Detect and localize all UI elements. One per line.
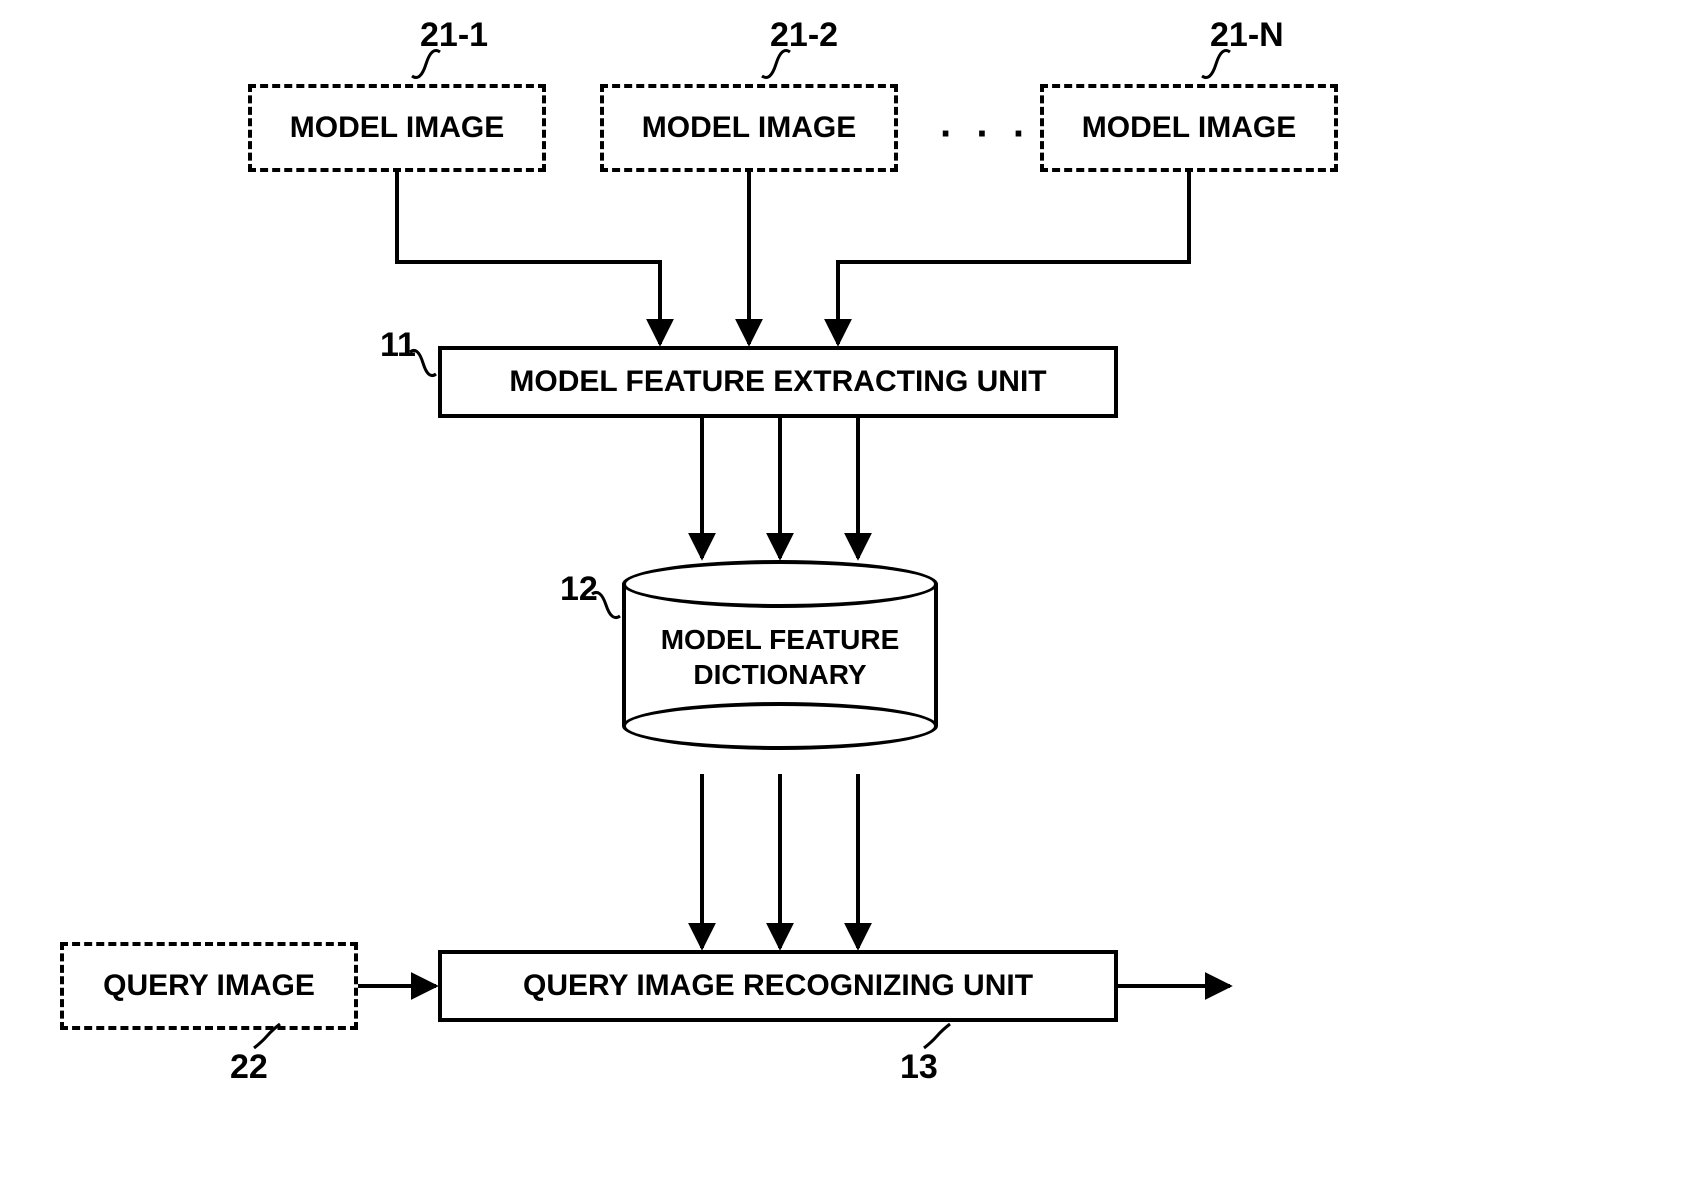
ref-model-n: 21-N: [1210, 16, 1284, 55]
ref-extractor: 11: [380, 326, 416, 365]
diagram-canvas: MODEL IMAGE 21-1 MODEL IMAGE 21-2 · · · …: [0, 0, 1703, 1190]
ref-tick-recognizer: [924, 1024, 950, 1048]
node-label: QUERY IMAGE: [103, 969, 315, 1003]
node-model-image-1: MODEL IMAGE: [248, 84, 546, 172]
node-extracting-unit: MODEL FEATURE EXTRACTING UNIT: [438, 346, 1118, 418]
node-label: QUERY IMAGE RECOGNIZING UNIT: [523, 969, 1033, 1003]
node-model-image-2: MODEL IMAGE: [600, 84, 898, 172]
node-recognizing-unit: QUERY IMAGE RECOGNIZING UNIT: [438, 950, 1118, 1022]
node-label: MODEL FEATURE EXTRACTING UNIT: [509, 365, 1046, 399]
node-label: MODEL IMAGE: [290, 111, 504, 145]
node-model-image-n: MODEL IMAGE: [1040, 84, 1338, 172]
ref-recognizer: 13: [900, 1048, 938, 1087]
ref-query: 22: [230, 1048, 268, 1087]
ellipsis: · · ·: [940, 112, 1032, 157]
ref-dictionary: 12: [560, 570, 598, 609]
node-label: MODEL IMAGE: [642, 111, 856, 145]
node-query-image: QUERY IMAGE: [60, 942, 358, 1030]
node-label-line2: DICTIONARY: [693, 659, 866, 690]
arrow-model_n_down: [838, 172, 1189, 344]
node-label-line1: MODEL FEATURE: [661, 624, 900, 655]
arrow-model_1_down: [397, 172, 660, 344]
node-dictionary: MODEL FEATURE DICTIONARY: [622, 560, 938, 750]
node-label: MODEL IMAGE: [1082, 111, 1296, 145]
ref-model-1: 21-1: [420, 16, 488, 55]
ref-model-2: 21-2: [770, 16, 838, 55]
